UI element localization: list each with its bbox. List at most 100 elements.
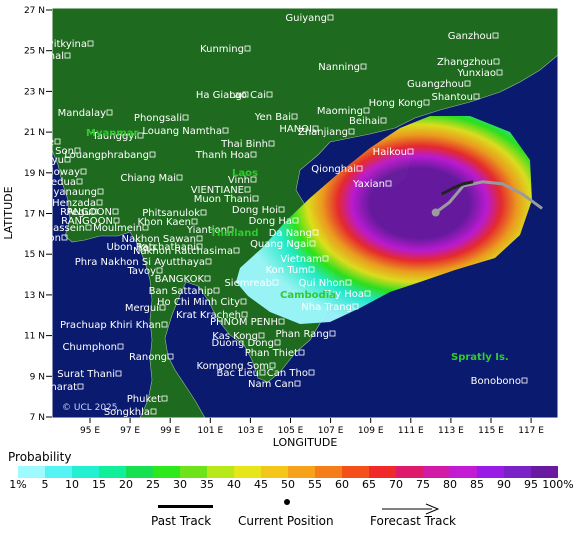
- city-square-icon: [493, 58, 500, 65]
- city-label: Kompong Som: [197, 361, 269, 372]
- city-marker: Qui Nhon: [299, 278, 352, 289]
- country-label: Laos: [232, 168, 258, 179]
- city-marker: Can Tho: [267, 368, 315, 379]
- city-label: Nha Trang: [301, 302, 352, 313]
- latitude-tick-label: 27 N: [24, 6, 45, 16]
- city-square-icon: [97, 188, 104, 195]
- city-label: Nakhon Si Thammarat: [0, 382, 77, 393]
- city-label: Kunming: [200, 44, 244, 55]
- city-marker: BANGKOK: [155, 274, 211, 285]
- city-marker: Siemreab: [224, 278, 279, 289]
- city-marker: Tuy Hoa: [323, 289, 371, 300]
- city-label: Kas Kong: [212, 331, 258, 342]
- city-label: Siemreab: [224, 278, 272, 289]
- city-marker: Nakhon Si Thammarat: [0, 382, 84, 393]
- colorbar-swatch: [369, 466, 396, 478]
- city-square-icon: [322, 255, 329, 262]
- city-marker: Thanh Hoa: [195, 150, 257, 161]
- city-marker: Kon Tum: [266, 265, 315, 276]
- city-label: Surat Thani: [57, 369, 115, 380]
- colorbar-swatch: [315, 466, 342, 478]
- city-label: Vinh: [228, 175, 250, 186]
- city-marker: Dong Hoi: [232, 205, 285, 216]
- city-marker: Ha Giang: [196, 90, 249, 101]
- city-marker: Phitsanulok: [142, 208, 207, 219]
- city-square-icon: [496, 69, 503, 76]
- city-marker: Yiantion: [186, 225, 234, 236]
- city-marker: Maoming: [317, 106, 370, 117]
- city-square-icon: [142, 224, 149, 231]
- longitude-ticks: 95 E 97 E 99 E 101 E 103 E 105 E 107 E 109 E 111…: [80, 418, 544, 436]
- city-square-icon: [61, 234, 68, 241]
- latitude-tick-label: 25 N: [24, 47, 45, 57]
- city-label: RANGOON: [61, 216, 113, 227]
- city-label: Lao Cai: [229, 90, 266, 101]
- city-square-icon: [77, 383, 84, 390]
- city-marker: Songkhla: [104, 407, 157, 418]
- city-marker: Bac Lieu: [216, 368, 266, 379]
- city-square-icon: [258, 332, 265, 339]
- city-marker: Louangphrabang: [64, 150, 156, 161]
- city-marker: Mergui: [125, 303, 166, 314]
- city-marker: Krat Kracheh: [176, 310, 248, 321]
- city-marker: HANOI: [279, 124, 319, 135]
- city-square-icon: [150, 408, 157, 415]
- city-marker: Hong Kong: [369, 98, 430, 109]
- city-square-icon: [191, 218, 198, 225]
- longitude-tick-label: 117 E: [518, 426, 544, 436]
- city-label: Thanh Hoa: [195, 150, 250, 161]
- city-square-icon: [204, 275, 211, 282]
- city-label: Taunggyi: [91, 131, 137, 142]
- colorbar-tick-label: 25: [146, 478, 160, 491]
- city-label: Louangphrabang: [64, 150, 149, 161]
- city-square-icon: [252, 195, 259, 202]
- city-square-icon: [492, 32, 499, 39]
- city-label: Guangzhou: [407, 79, 464, 90]
- city-label: Ho Chi Minh City: [157, 297, 240, 308]
- city-square-icon: [259, 369, 266, 376]
- city-square-icon: [266, 91, 273, 98]
- longitude-tick-label: 101 E: [197, 426, 223, 436]
- city-label: Chiang Mai: [120, 173, 176, 184]
- city-marker: Ubon Ratchathani: [106, 242, 203, 253]
- city-label: PHNOM PENH: [210, 317, 278, 328]
- city-marker: Guangzhou: [407, 79, 471, 90]
- city-marker: Quang Ngai: [250, 239, 316, 250]
- longitude-tick-label: 109 E: [358, 426, 384, 436]
- y-axis-title: LATITUDE: [2, 186, 15, 239]
- city-marker: Pyapon: [24, 233, 68, 244]
- city-label: Nam Can: [248, 379, 294, 390]
- city-label: Prachuap Khiri Khan: [60, 320, 161, 331]
- city-label: Songkhla: [104, 407, 150, 418]
- city-square-icon: [222, 127, 229, 134]
- city-label: Phra Nakhon Si Ayutthaya: [75, 257, 205, 268]
- city-square-icon: [312, 229, 319, 236]
- latitude-tick-label: 15 N: [24, 250, 45, 260]
- city-marker: VIENTIANE: [191, 185, 251, 196]
- city-marker: Mandalay: [58, 108, 113, 119]
- city-label: Nanning: [318, 62, 360, 73]
- city-label: Sittwe: [23, 137, 54, 148]
- city-label: Henzada: [52, 198, 96, 209]
- city-label: Bonobono: [471, 376, 521, 387]
- colorbar-swatch: [180, 466, 207, 478]
- colorbar-swatch: [477, 466, 504, 478]
- colorbar-tick-label: 45: [254, 478, 268, 491]
- city-label: Phuket: [127, 394, 161, 405]
- colorbar-swatch: [531, 466, 558, 478]
- colorbar-tick-label: 50: [281, 478, 295, 491]
- colorbar-tick-label: 75: [416, 478, 430, 491]
- city-square-icon: [161, 395, 168, 402]
- city-square-icon: [54, 138, 61, 145]
- city-square-icon: [233, 247, 240, 254]
- probability-colorbar: [18, 466, 558, 478]
- city-label: Sandoway: [28, 167, 80, 178]
- city-marker: Yunxiao: [456, 68, 503, 79]
- city-square-icon: [74, 147, 81, 154]
- city-marker: Ye: [137, 243, 156, 254]
- city-label: Nakhon Ratchasima: [133, 246, 233, 257]
- city-label: Shantou: [431, 92, 473, 103]
- city-label: HANOI: [279, 124, 312, 135]
- city-square-icon: [360, 63, 367, 70]
- city-square-icon: [241, 311, 248, 318]
